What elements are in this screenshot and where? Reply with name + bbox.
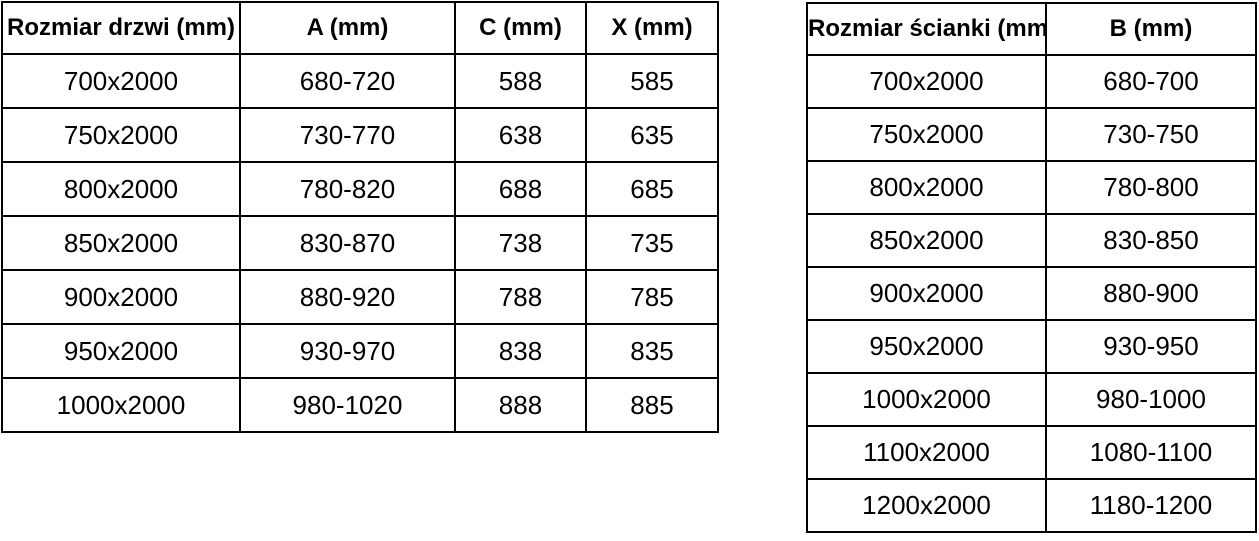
wall-table-header-row: Rozmiar ścianki (mm) B (mm) (806, 2, 1257, 56)
door-c-cell: 788 (454, 269, 587, 325)
door-size-cell: 800x2000 (1, 161, 241, 217)
door-c-cell: 688 (454, 161, 587, 217)
door-table-header-a: A (mm) (239, 1, 456, 55)
door-c-cell: 638 (454, 107, 587, 163)
door-table-header-c: C (mm) (454, 1, 587, 55)
door-a-cell: 680-720 (239, 53, 456, 109)
table-row: 750x2000 730-770 638 635 (1, 107, 719, 163)
table-row: 700x2000 680-720 588 585 (1, 53, 719, 109)
wall-size-table: Rozmiar ścianki (mm) B (mm) 700x2000 680… (806, 2, 1257, 533)
wall-b-cell: 730-750 (1045, 107, 1257, 162)
table-row: 1000x2000 980-1000 (806, 372, 1257, 427)
table-row: 1000x2000 980-1020 888 885 (1, 377, 719, 433)
wall-b-cell: 780-800 (1045, 160, 1257, 215)
table-row: 750x2000 730-750 (806, 107, 1257, 162)
wall-b-cell: 1180-1200 (1045, 478, 1257, 533)
table-row: 1100x2000 1080-1100 (806, 425, 1257, 480)
door-x-cell: 785 (585, 269, 719, 325)
wall-b-cell: 880-900 (1045, 266, 1257, 321)
door-a-cell: 730-770 (239, 107, 456, 163)
door-table-header-x: X (mm) (585, 1, 719, 55)
door-x-cell: 635 (585, 107, 719, 163)
door-c-cell: 738 (454, 215, 587, 271)
door-c-cell: 838 (454, 323, 587, 379)
wall-b-cell: 830-850 (1045, 213, 1257, 268)
table-row: 900x2000 880-900 (806, 266, 1257, 321)
table-row: 800x2000 780-800 (806, 160, 1257, 215)
table-row: 700x2000 680-700 (806, 54, 1257, 109)
table-row: 800x2000 780-820 688 685 (1, 161, 719, 217)
door-c-cell: 588 (454, 53, 587, 109)
wall-b-cell: 930-950 (1045, 319, 1257, 374)
wall-size-cell: 700x2000 (806, 54, 1047, 109)
door-x-cell: 735 (585, 215, 719, 271)
door-c-cell: 888 (454, 377, 587, 433)
door-a-cell: 880-920 (239, 269, 456, 325)
table-row: 950x2000 930-950 (806, 319, 1257, 374)
wall-size-cell: 1100x2000 (806, 425, 1047, 480)
door-size-cell: 900x2000 (1, 269, 241, 325)
door-table-header-row: Rozmiar drzwi (mm) A (mm) C (mm) X (mm) (1, 1, 719, 55)
wall-size-cell: 900x2000 (806, 266, 1047, 321)
door-a-cell: 930-970 (239, 323, 456, 379)
door-size-cell: 950x2000 (1, 323, 241, 379)
wall-size-cell: 1200x2000 (806, 478, 1047, 533)
door-size-cell: 850x2000 (1, 215, 241, 271)
door-size-cell: 750x2000 (1, 107, 241, 163)
table-row: 950x2000 930-970 838 835 (1, 323, 719, 379)
door-size-cell: 700x2000 (1, 53, 241, 109)
door-x-cell: 885 (585, 377, 719, 433)
wall-size-cell: 1000x2000 (806, 372, 1047, 427)
door-a-cell: 780-820 (239, 161, 456, 217)
table-row: 900x2000 880-920 788 785 (1, 269, 719, 325)
door-size-cell: 1000x2000 (1, 377, 241, 433)
wall-b-cell: 980-1000 (1045, 372, 1257, 427)
door-x-cell: 835 (585, 323, 719, 379)
door-size-table: Rozmiar drzwi (mm) A (mm) C (mm) X (mm) … (1, 1, 719, 433)
wall-table-header-b: B (mm) (1045, 2, 1257, 56)
wall-size-cell: 950x2000 (806, 319, 1047, 374)
table-row: 1200x2000 1180-1200 (806, 478, 1257, 533)
wall-b-cell: 680-700 (1045, 54, 1257, 109)
door-x-cell: 685 (585, 161, 719, 217)
door-a-cell: 830-870 (239, 215, 456, 271)
wall-table-header-rozmiar-scianki: Rozmiar ścianki (mm) (806, 2, 1047, 56)
door-table-header-rozmiar-drzwi: Rozmiar drzwi (mm) (1, 1, 241, 55)
wall-size-cell: 850x2000 (806, 213, 1047, 268)
door-x-cell: 585 (585, 53, 719, 109)
table-row: 850x2000 830-850 (806, 213, 1257, 268)
wall-b-cell: 1080-1100 (1045, 425, 1257, 480)
door-a-cell: 980-1020 (239, 377, 456, 433)
wall-size-cell: 800x2000 (806, 160, 1047, 215)
table-row: 850x2000 830-870 738 735 (1, 215, 719, 271)
wall-size-cell: 750x2000 (806, 107, 1047, 162)
